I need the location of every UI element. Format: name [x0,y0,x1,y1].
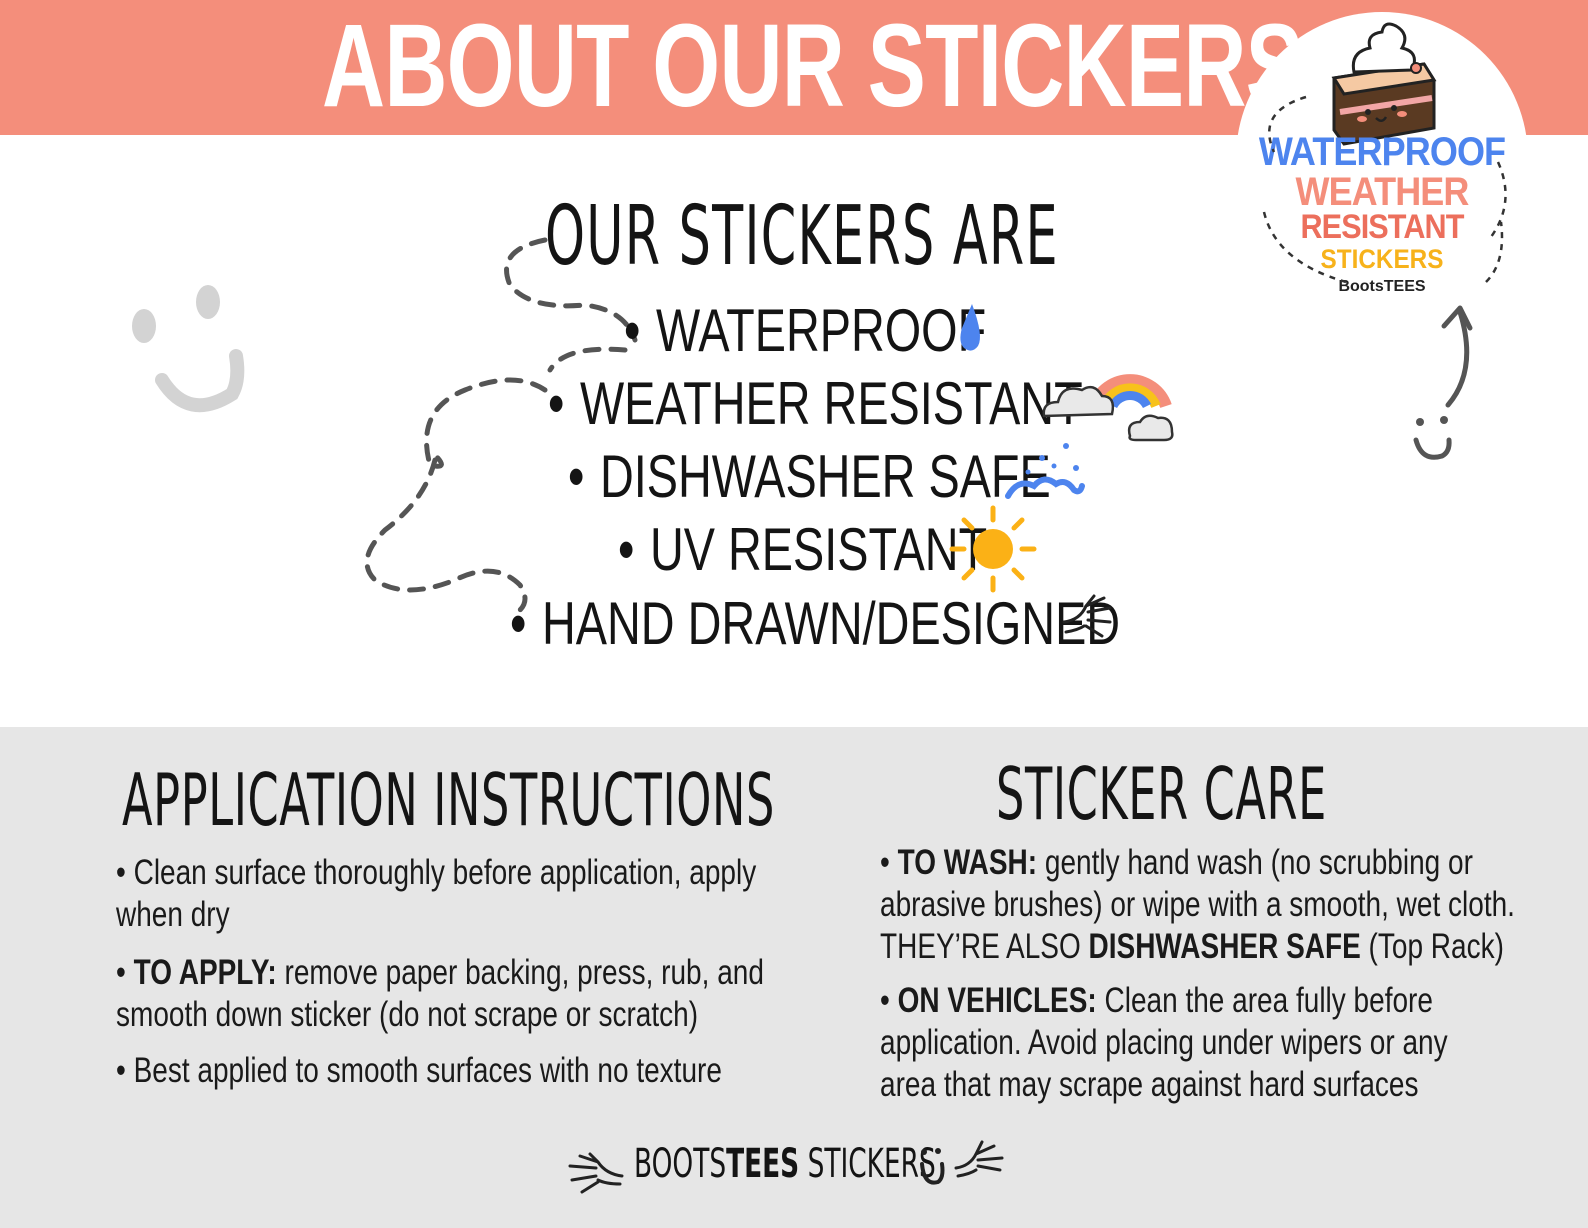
bullet: • [880,843,890,882]
to-apply-label: TO APPLY: [133,953,277,992]
application-item-1: • Clean surface thoroughly before applic… [116,852,804,936]
badge-stickers-text: STICKERS [1320,244,1444,274]
care-wash-item: • TO WASH: gently hand wash (no scrubbin… [880,842,1536,968]
bullet: • [880,981,890,1020]
dashed-path-icon [364,237,638,613]
page-title: ABOUT OUR STICKERS [322,0,1304,132]
sticker-care-title: STICKER CARE [996,752,1327,836]
footer-doodle-left-icon [568,1152,624,1194]
care-vehicles-item: • ON VEHICLES: Clean the area fully befo… [880,980,1504,1106]
footer-brand-boots: BOOTS [634,1141,727,1187]
badge-waterproof-text: WATERPROOF [1258,130,1506,174]
stickers-are-heading: OUR STICKERS ARE [545,189,1059,284]
care-vehicles-text: Clean the area fully before application.… [880,981,1448,1104]
application-item-3: • Best applied to smooth surfaces with n… [116,1050,804,1092]
feature-dishwasher-safe: • DISHWASHER SAFE [568,444,1051,510]
curved-arrow-icon [1441,305,1473,408]
bullet: • [618,516,635,583]
bullet: • [116,1051,126,1090]
water-splash-icon [1005,443,1085,499]
application-instructions-title: APPLICATION INSTRUCTIONS [122,758,776,842]
application-text-1: Clean surface thoroughly before applicat… [116,853,757,934]
feature-weather-resistant: • WEATHER RESISTANT [548,371,1083,437]
feature-uv-resistant: • UV RESISTANT [618,517,987,583]
application-text-2: remove paper backing, press, rub, and sm… [116,953,764,1034]
bullet: • [510,590,527,657]
badge-brand-text: BootsTEES [1338,278,1426,295]
cake-slice-icon [1331,22,1437,146]
info-section [0,727,1588,1228]
feature-label: DISHWASHER SAFE [599,443,1051,510]
badge-resistant-text: RESISTANT [1300,208,1464,246]
rainbow-cloud-icon [1042,374,1174,442]
sun-icon [949,505,1037,593]
doodle-hand-icon [1062,594,1112,638]
feature-label: WATERPROOF [655,297,987,364]
waterproof-badge: WATERPROOF WEATHER RESISTANT STICKERS Bo… [1236,12,1528,304]
on-vehicles-label: ON VEHICLES: [897,981,1097,1020]
feature-label: HAND DRAWN/DESIGNED [541,590,1121,657]
bullet: • [116,953,126,992]
bullet: • [624,297,641,364]
care-wash-text: gently hand wash (no scrubbing or abrasi… [880,843,1515,966]
water-drop-icon [960,304,980,351]
dishwasher-safe-label: DISHWASHER SAFE [1088,927,1361,966]
bullet: • [548,370,565,437]
feature-hand-drawn: • HAND DRAWN/DESIGNED [510,591,1120,657]
small-smiley-icon [1413,416,1452,460]
bullet: • [116,853,126,892]
badge-dashed-loop-icon [1262,95,1507,284]
footer-brand-stickers: STICKERS [799,1141,936,1187]
application-text-3: Best applied to smooth surfaces with no … [133,1051,722,1090]
bullet: • [568,443,585,510]
grey-smiley-icon [132,285,245,413]
feature-label: WEATHER RESISTANT [579,370,1083,437]
feature-label: UV RESISTANT [649,516,988,583]
footer-doodle-right-icon [954,1140,1004,1178]
feature-waterproof: • WATERPROOF [624,298,986,364]
footer-brand-tees: TEES [726,1141,800,1187]
application-item-2: • TO APPLY: remove paper backing, press,… [116,952,804,1036]
to-wash-label: TO WASH: [897,843,1038,882]
footer-smiley-icon [920,1148,945,1185]
care-wash-text-2: (Top Rack) [1360,927,1504,966]
badge-weather-text: WEATHER [1295,170,1469,214]
footer-brand: BOOTSTEES STICKERS [634,1140,936,1188]
